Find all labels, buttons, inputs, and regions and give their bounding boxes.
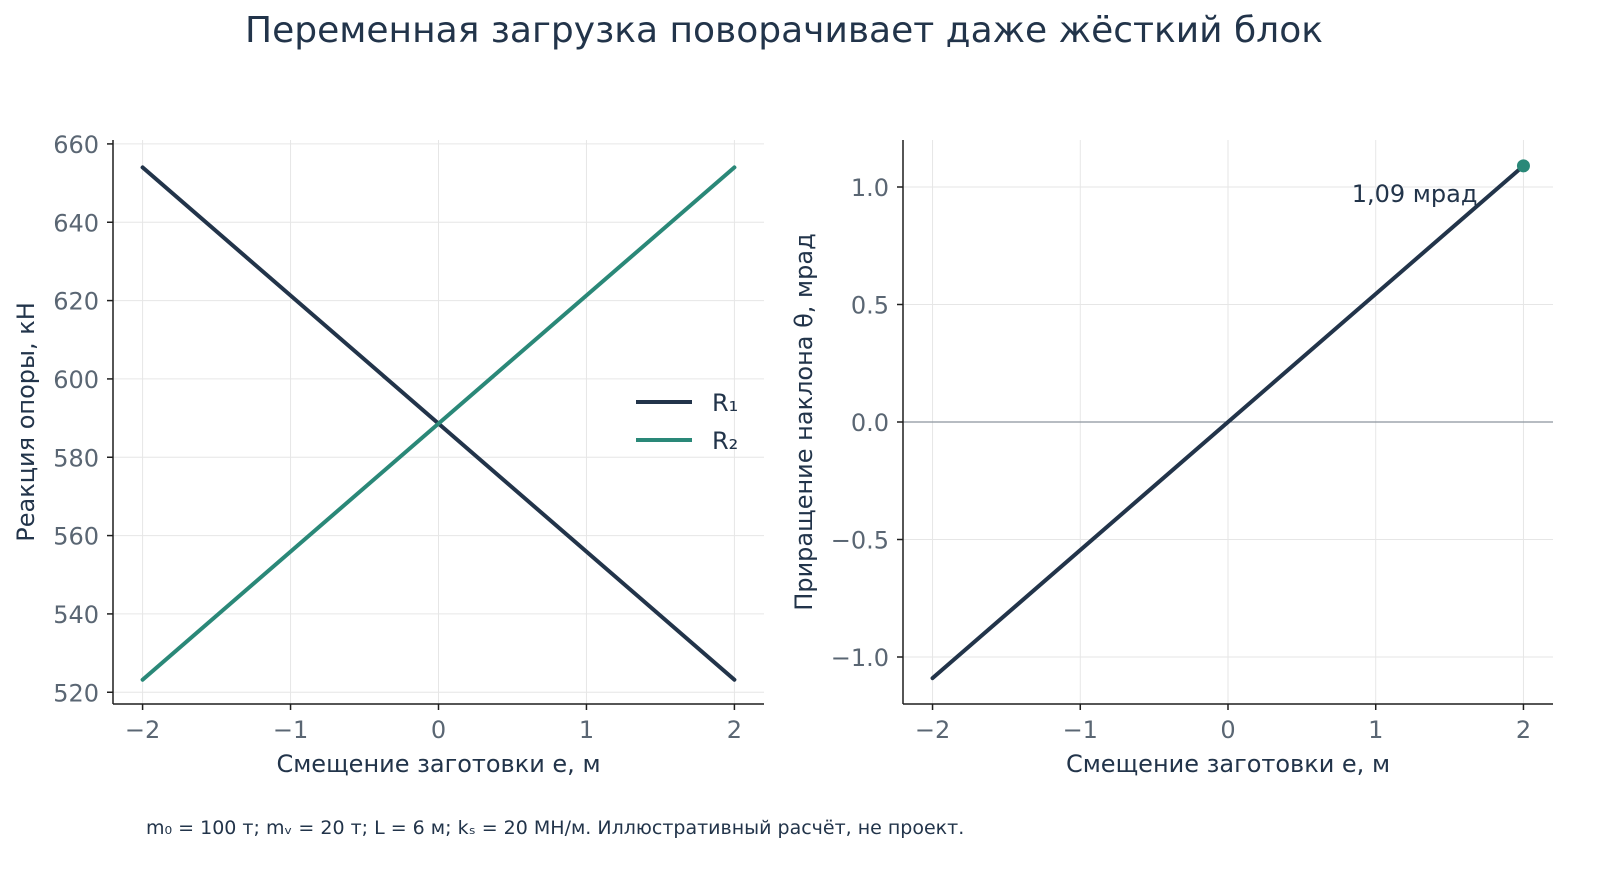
annotation-label: 1,09 мрад [1352, 180, 1478, 208]
y-tick-label: −0.5 [831, 527, 889, 555]
x-axis-label: Смещение заготовки e, м [1066, 750, 1390, 778]
y-tick-label: 580 [53, 444, 99, 472]
series-line-2 [140, 165, 737, 682]
y-tick-label: 600 [53, 366, 99, 394]
endpoint-marker [1516, 159, 1530, 173]
series-line-1 [930, 163, 1526, 681]
y-tick-label: 640 [53, 209, 99, 237]
x-axis-label: Смещение заготовки e, м [276, 750, 600, 778]
x-tick-label: −2 [915, 716, 950, 744]
y-tick-label: 660 [53, 131, 99, 159]
y-tick-label: 0.5 [851, 292, 889, 320]
rotation-panel: −2 −1 0 1 2 −1.0 −0.5 0.0 0.5 1.0 Смещение заготов… [790, 140, 1553, 778]
y-axis-label: Реакция опоры, кН [12, 302, 40, 541]
x-tick-label: −1 [1063, 716, 1098, 744]
legend-label: R₁ [712, 389, 738, 417]
y-axis-label: Приращение наклона θ, мрад [790, 233, 818, 610]
x-tick-label: 2 [1516, 716, 1531, 744]
x-tick-label: −2 [125, 716, 160, 744]
y-tick-label: 540 [53, 601, 99, 629]
x-tick-label: 0 [1220, 716, 1235, 744]
y-tick-label: 520 [53, 679, 99, 707]
x-tick-label: −1 [273, 716, 308, 744]
reactions-panel: −2 −1 0 1 2 520 540 560 580 600 620 640 660 Смещение … [12, 131, 764, 778]
x-tick-label: 1 [1368, 716, 1383, 744]
figure-title: Переменная загрузка поворачивает даже жё… [245, 10, 1323, 51]
y-tick-label: 0.0 [851, 409, 889, 437]
y-tick-label: 560 [53, 523, 99, 551]
legend-label: R₂ [712, 427, 738, 455]
x-tick-label: 2 [727, 716, 742, 744]
x-tick-label: 0 [431, 716, 446, 744]
x-tick-label: 1 [579, 716, 594, 744]
y-tick-label: −1.0 [831, 644, 889, 672]
y-tick-label: 1.0 [851, 174, 889, 202]
footnote: m₀ = 100 т; mᵥ = 20 т; L = 6 м; kₛ = 20 … [146, 817, 964, 839]
y-tick-label: 620 [53, 288, 99, 316]
